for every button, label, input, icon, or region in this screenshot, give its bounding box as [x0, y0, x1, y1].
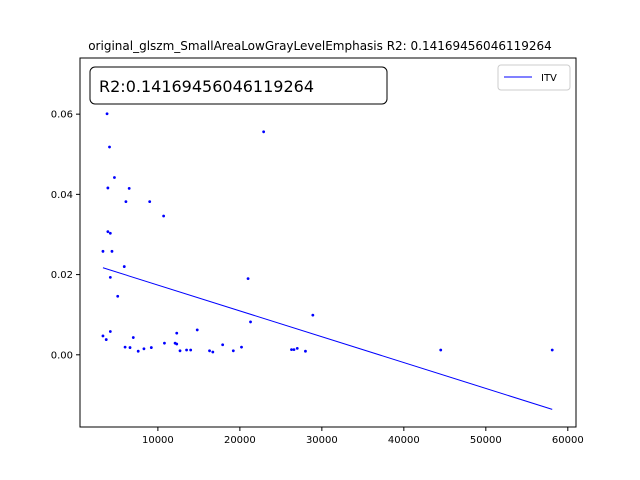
scatter-point-22	[149, 346, 153, 349]
x-tick-label: 40000	[388, 435, 420, 446]
scatter-point-30	[189, 348, 193, 352]
scatter-point-32	[208, 349, 211, 353]
scatter-point-16	[127, 186, 131, 190]
scatter-point-39	[262, 130, 266, 134]
scatter-point-8	[108, 275, 112, 279]
scatter-point-29	[185, 348, 188, 352]
scatter-point-34	[221, 343, 225, 347]
r2-annotation-frame	[89, 66, 388, 105]
scatter-point-9	[108, 330, 112, 333]
legend-label-itv: ITV	[541, 73, 557, 84]
scatter-point-5	[106, 230, 110, 234]
scatter-point-36	[240, 345, 243, 349]
scatter-point-38	[249, 320, 252, 324]
scatter-point-3	[105, 112, 109, 116]
legend: ITV	[497, 64, 571, 91]
data-marks	[101, 112, 554, 410]
scatter-point-7	[108, 231, 112, 235]
y-tick-label: 0.04	[51, 190, 73, 201]
scatter-point-28	[178, 349, 182, 353]
scatter-point-6	[108, 145, 111, 149]
scatter-point-23	[162, 214, 166, 218]
scatter-point-10	[110, 249, 114, 253]
scatter-point-37	[246, 277, 250, 280]
legend-frame	[497, 64, 571, 91]
r2-annotation: R2:0.14169456046119264	[99, 77, 314, 96]
scatter-point-4	[106, 186, 110, 190]
scatter-point-45	[439, 348, 443, 352]
scatter-point-24	[163, 341, 166, 345]
scatter-point-46	[550, 348, 554, 352]
fit-line-itv	[102, 267, 553, 410]
y-tick-label: 0.06	[51, 110, 73, 121]
scatter-point-35	[231, 349, 235, 353]
scatter-point-42	[295, 346, 299, 350]
scatter-point-40	[290, 348, 293, 351]
x-tick-label: 30000	[306, 435, 338, 446]
scatter-point-43	[304, 349, 307, 353]
chart-title: original_glszm_SmallAreaLowGrayLevelEmph…	[88, 39, 552, 53]
scatter-point-20	[142, 347, 146, 351]
scatter-point-18	[131, 336, 135, 339]
scatter-point-44	[311, 313, 315, 317]
scatter-point-17	[128, 346, 132, 349]
r2-annotation-box: R2:0.14169456046119264	[89, 66, 388, 105]
x-axis-ticks: 10000 20000 30000 40000 50000 60000	[142, 427, 584, 446]
y-tick-label: 0.00	[51, 350, 73, 361]
scatter-point-31	[195, 328, 199, 332]
scatter-point-11	[113, 176, 116, 179]
scatter-point-2	[104, 338, 108, 341]
scatter-point-19	[136, 349, 140, 353]
scatter-point-15	[124, 200, 128, 203]
scatter-point-12	[116, 294, 120, 298]
scatter-point-26	[175, 331, 179, 335]
scatter-point-1	[101, 334, 105, 338]
scatter-point-13	[122, 265, 126, 268]
scatter-point-27	[175, 342, 179, 346]
x-tick-label: 60000	[552, 435, 584, 446]
scatter-point-41	[292, 348, 296, 351]
y-axis-ticks: 0.00 0.02 0.04 0.06	[51, 110, 80, 361]
scatter-point-14	[123, 345, 127, 349]
axes-frame	[79, 57, 577, 428]
x-tick-label: 10000	[142, 435, 174, 446]
scatter-point-0	[101, 249, 105, 253]
x-tick-label: 20000	[224, 435, 256, 446]
y-tick-label: 0.02	[51, 270, 73, 281]
scatter-point-33	[211, 350, 215, 354]
scatter-point-21	[148, 200, 152, 203]
x-tick-label: 50000	[470, 435, 502, 446]
